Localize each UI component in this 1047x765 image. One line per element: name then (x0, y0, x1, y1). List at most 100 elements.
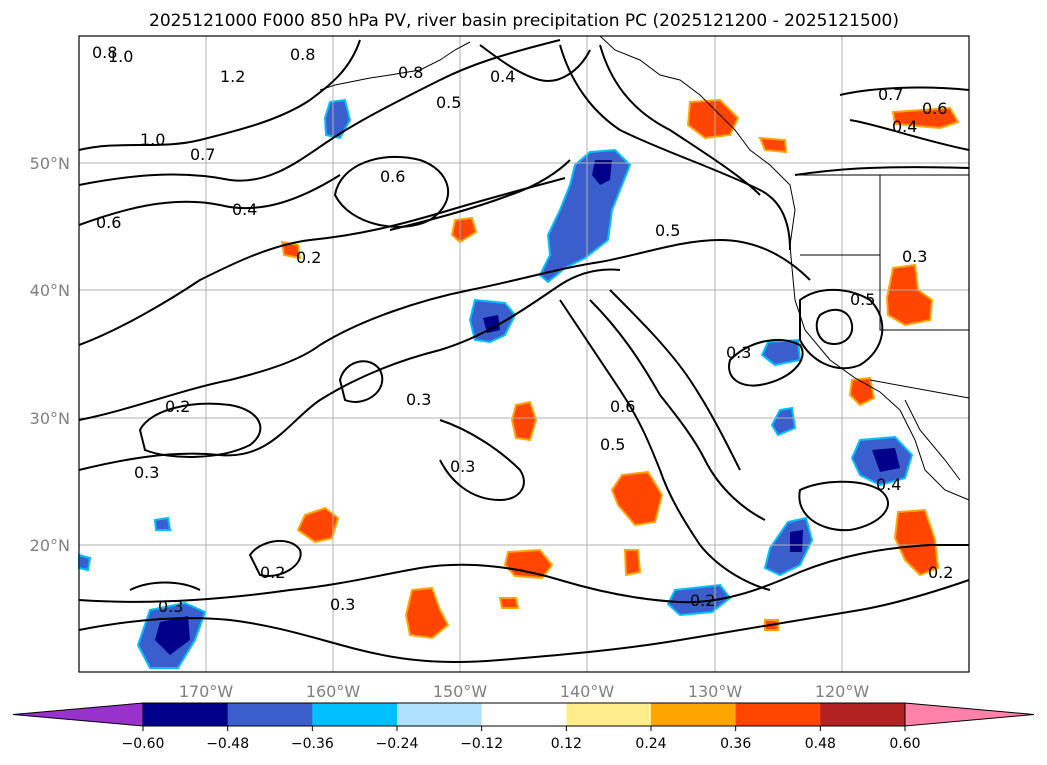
pos-blob-bc-small (758, 136, 788, 154)
pv-contour (609, 289, 741, 471)
pv-contour (138, 402, 262, 458)
colorbar-segment (397, 703, 483, 726)
contour-label: 0.3 (726, 343, 751, 362)
lon-tick-label: 160°W (306, 682, 361, 701)
contour-label: 0.6 (922, 99, 947, 118)
pos-blob-mid-1 (510, 400, 538, 442)
contour-label: 0.8 (398, 63, 423, 82)
neg-blob-small-2 (153, 516, 172, 531)
map-panel: 0.8 1.0 0.8 1.2 0.8 0.4 1.0 0.5 0.7 0.6 … (78, 35, 970, 673)
pos-blob-mid-2 (450, 216, 478, 244)
border-us-mexico (869, 379, 970, 399)
pv-contour (248, 539, 302, 577)
pos-blob-center (610, 470, 664, 527)
pos-blob-south-2 (404, 586, 450, 640)
contour-label: 0.5 (436, 93, 461, 112)
pv-contour (798, 480, 890, 532)
latitude-ticks: 50°N 40°N 30°N 20°N (30, 154, 70, 555)
pv-contour (78, 39, 561, 186)
lon-tick-label: 120°W (815, 682, 870, 701)
neg-blob-aleut (323, 98, 352, 140)
coastlines (319, 35, 970, 501)
contour-label: 0.3 (330, 595, 355, 614)
colorbar-segments (12, 702, 1035, 727)
colorbar-tick-label: −0.24 (376, 736, 419, 752)
contour-label: 0.8 (290, 45, 315, 64)
pv-contour (333, 155, 450, 228)
contour-label: 0.6 (96, 213, 121, 232)
colorbar-tick-label: −0.36 (291, 736, 334, 752)
map-frame (78, 35, 970, 673)
lon-tick-label: 140°W (560, 682, 615, 701)
colorbar-tick-label: −0.12 (460, 736, 503, 752)
contour-label: 0.3 (406, 390, 431, 409)
pv-contour (794, 166, 970, 176)
contour-label: 0.2 (165, 397, 190, 416)
pos-blob-south-4 (498, 597, 520, 609)
colorbar-segment (651, 703, 737, 726)
pv-contour (78, 544, 969, 604)
pv-contour (559, 299, 771, 591)
pv-contour (728, 339, 804, 387)
pv-contour (839, 86, 970, 96)
colorbar-segment (566, 703, 652, 726)
contour-label: 0.2 (260, 563, 285, 582)
colorbar-tick-label: −0.60 (122, 736, 165, 752)
colorbar-outline (142, 702, 906, 727)
colorbar: −0.60 −0.48 −0.36 −0.24 −0.12 0.12 0.24 0.36 0.4… (12, 702, 1035, 752)
colorbar-tick-label: −0.48 (206, 736, 249, 752)
pv-contour (78, 174, 341, 226)
contour-label: 0.3 (158, 597, 183, 616)
contour-label: 0.4 (892, 117, 917, 136)
contour-label: 0.6 (380, 167, 405, 186)
colorbar-tick-label: 0.24 (635, 736, 666, 752)
colorbar-segment (312, 703, 398, 726)
lon-tick-label: 150°W (433, 682, 488, 701)
contour-label: 1.0 (108, 47, 133, 66)
colorbar-extend-low (12, 702, 144, 727)
contour-label: 0.3 (902, 247, 927, 266)
pv-contour (479, 44, 591, 82)
colorbar-tick-label: 0.60 (889, 736, 920, 752)
contour-label: 0.2 (928, 563, 953, 582)
border-state-1 (879, 175, 969, 331)
figure-title: 2025121000 F000 850 hPa PV, river basin … (149, 11, 899, 31)
lat-tick-label: 20°N (30, 536, 70, 555)
lon-tick-label: 130°W (688, 682, 743, 701)
contour-label: 0.2 (296, 248, 321, 267)
contour-label: 0.7 (190, 145, 215, 164)
pv-contour (129, 581, 201, 591)
contour-label: 0.3 (134, 463, 159, 482)
colorbar-segment (735, 703, 821, 726)
pv-contour (815, 308, 854, 345)
neg-blob-gulf-alaska (538, 148, 632, 284)
colorbar-segment (143, 703, 229, 726)
contour-label: 1.0 (140, 130, 165, 149)
contour-label: 1.2 (220, 67, 245, 86)
neg-blob-central-core (483, 315, 500, 333)
neg-blob-baja-core (872, 448, 900, 472)
pos-blob-south-1 (503, 548, 554, 580)
contour-label: 0.4 (876, 475, 901, 494)
pv-contour (389, 159, 571, 231)
pv-contour (78, 177, 566, 346)
contour-label: 0.8 (92, 43, 117, 62)
colorbar-tick-label: 0.36 (720, 736, 751, 752)
contour-label: 0.2 (690, 591, 715, 610)
neg-blob-gulf-alaska-core (592, 160, 612, 185)
pos-blob-south-3 (623, 549, 642, 577)
neg-blob-ne-hawaii-core (790, 530, 803, 552)
longitude-ticks: 170°W 160°W 150°W 140°W 130°W 120°W (179, 682, 870, 701)
lon-tick-label: 170°W (179, 682, 234, 701)
pv-contour (849, 119, 970, 151)
contour-label: 0.5 (655, 221, 680, 240)
contour-label: 0.6 (610, 397, 635, 416)
colorbar-extend-high (904, 702, 1035, 727)
contour-label: 0.4 (490, 67, 515, 86)
contour-label: 0.3 (450, 457, 475, 476)
colorbar-segment (481, 703, 567, 726)
pv-contour-labels: 0.8 1.0 0.8 1.2 0.8 0.4 1.0 0.5 0.7 0.6 … (92, 43, 953, 616)
pos-blob-canada (891, 106, 960, 130)
pv-contour (78, 268, 621, 471)
